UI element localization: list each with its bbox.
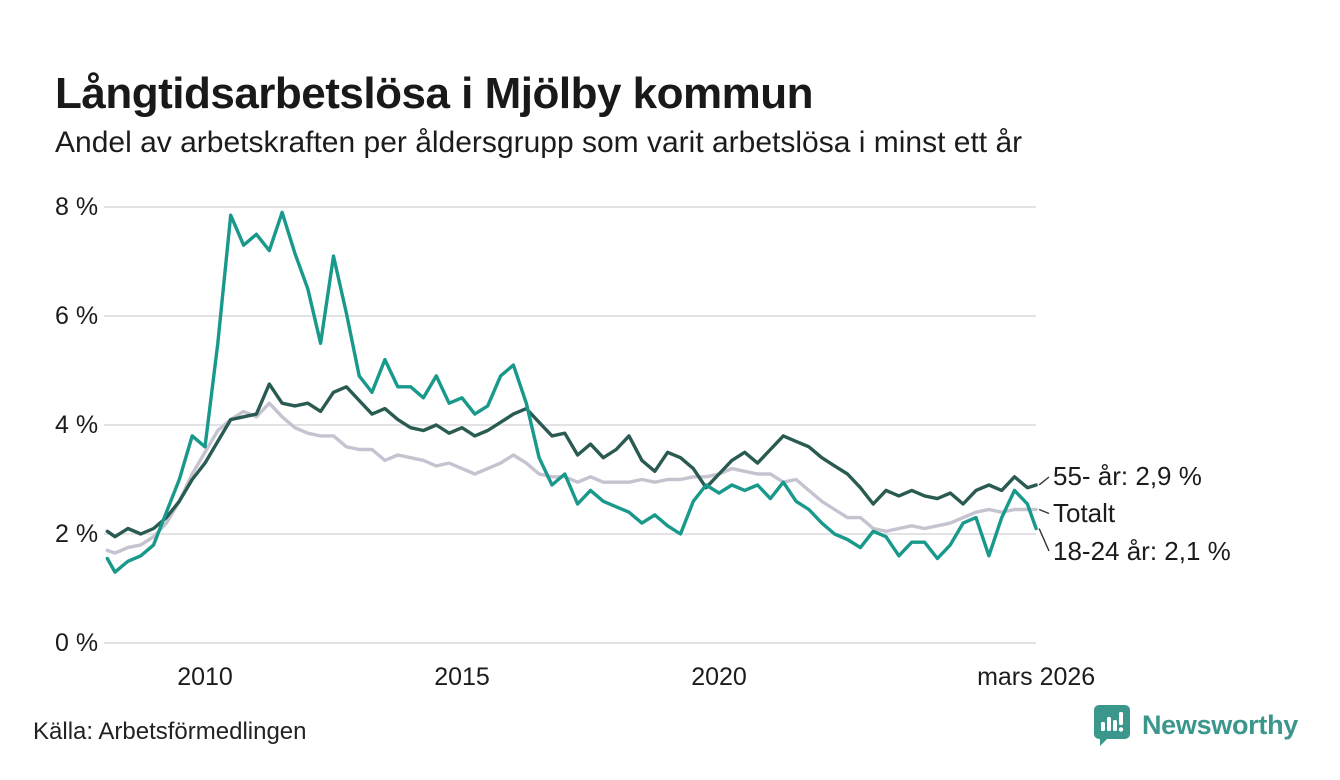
y-tick-label-4: 4 % [55,411,99,439]
series-line-18-24-år [105,210,1038,574]
y-tick-label-0: 0 % [55,629,99,657]
page-title: Långtidsarbetslösa i Mjölby kommun [55,69,814,119]
series-end-label-totalt: Totalt [1053,498,1116,528]
x-tick-label-2010: 2010 [177,663,233,691]
label-connector-2 [1038,528,1050,552]
newsworthy-logo-text: Newsworthy [1141,709,1298,740]
label-connector-0 [1038,476,1050,486]
y-tick-label-6: 6 % [55,302,99,330]
y-tick-label-8: 8 % [55,193,99,221]
series-end-label-18-24-ar: 18-24 år: 2,1 % [1053,536,1231,566]
series-line-55--år [105,382,1038,539]
page-subtitle: Andel av arbetskraften per åldersgrupp s… [55,126,1023,159]
newsworthy-logo: Newsworthy [1092,703,1298,747]
x-tick-label-mars-2026: mars 2026 [977,663,1096,691]
y-tick-label-2: 2 % [55,520,99,548]
x-tick-label-2015: 2015 [434,663,490,691]
newsworthy-logo-icon [1093,705,1130,746]
series-end-label-55-ar: 55- år: 2,9 % [1053,461,1202,491]
label-connector-1 [1038,508,1050,515]
source-label: Källa: Arbetsförmedlingen [33,718,307,745]
series-line-Totalt [105,401,1038,555]
x-tick-label-2020: 2020 [691,663,747,691]
